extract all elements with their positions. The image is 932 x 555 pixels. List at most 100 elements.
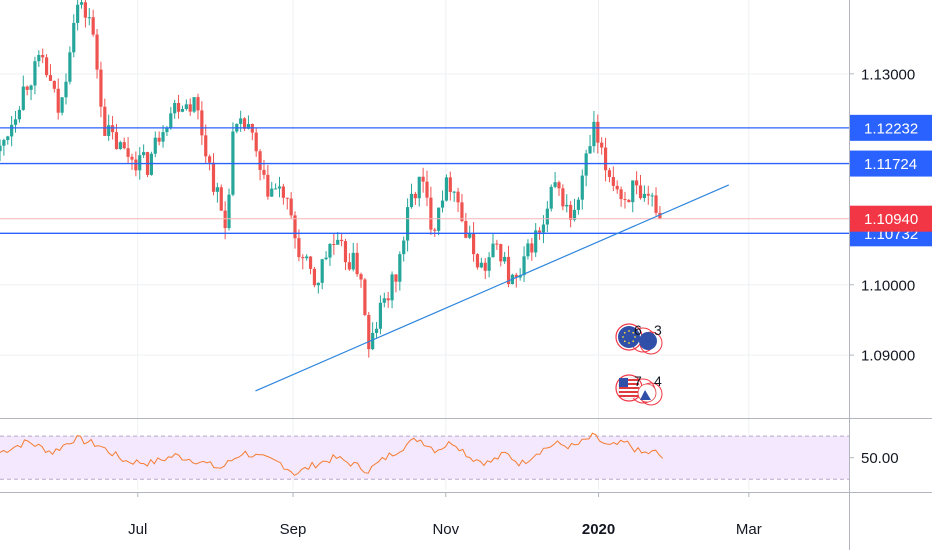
candle-body (619, 189, 623, 200)
candle (219, 184, 223, 212)
candle (336, 231, 340, 245)
candle-body (541, 224, 546, 233)
candle (126, 137, 130, 164)
candle-body (204, 135, 208, 157)
candle-body (188, 104, 192, 112)
candle (413, 191, 417, 205)
candle (72, 14, 76, 58)
candle-body (293, 215, 297, 239)
candle-body (405, 207, 410, 241)
candle-body (460, 202, 464, 222)
candle-body (398, 254, 402, 282)
candle (33, 56, 37, 95)
candle-body (351, 252, 355, 270)
candle (246, 115, 251, 130)
candle (239, 110, 243, 132)
candle-body (48, 75, 53, 81)
candle (456, 187, 460, 212)
candle (518, 268, 522, 281)
candle-body (650, 195, 654, 197)
candle-body (17, 109, 22, 120)
us-stripe (619, 383, 639, 385)
candle (176, 94, 181, 119)
candle-body (297, 238, 301, 258)
eu-flag-icon (639, 332, 657, 350)
candle-body (576, 199, 580, 210)
candle-body (603, 147, 608, 171)
candle-body (262, 169, 266, 175)
candle-body (37, 54, 41, 62)
candle (405, 198, 410, 252)
candle (293, 211, 297, 249)
price-tick-label: 1.10000 (861, 277, 915, 294)
candle-body (549, 186, 553, 209)
candle-body (534, 230, 538, 253)
candle-body (503, 256, 507, 262)
candle (588, 134, 592, 154)
price-axis[interactable]: 1.13000 1.10000 1.09000 50.00 (849, 66, 915, 467)
candle (646, 185, 650, 205)
candle-body (6, 136, 10, 141)
rsi-band (0, 436, 849, 480)
event-markers[interactable]: 6 3 7 4 (615, 322, 663, 406)
candle-body (281, 186, 285, 198)
last-price-label-bg (850, 205, 932, 232)
candle (340, 232, 344, 247)
time-axis[interactable]: Jul Sep Nov 2020 Mar (128, 492, 762, 538)
candle (437, 207, 441, 236)
candle (371, 322, 375, 351)
candle-body (153, 137, 157, 154)
candle (464, 212, 468, 239)
candle-body (448, 177, 452, 193)
trendline[interactable] (255, 184, 730, 392)
candle (324, 251, 328, 261)
candle-body (495, 243, 499, 245)
candle-body (635, 180, 639, 186)
candle (211, 153, 216, 196)
candle (572, 198, 577, 222)
candle-body (142, 152, 146, 156)
candle-body (200, 110, 204, 136)
candle-body (266, 174, 270, 197)
candle (433, 227, 437, 237)
candle (386, 291, 390, 308)
candle-body (615, 185, 619, 190)
candle-body (413, 193, 417, 199)
candle (266, 164, 270, 200)
candle (320, 258, 324, 290)
candle (374, 321, 379, 339)
candle (277, 176, 282, 198)
candle (21, 75, 25, 111)
candle (68, 46, 72, 85)
candle-body (654, 195, 658, 213)
candle (522, 246, 526, 282)
eu-star (622, 336, 624, 338)
candle (153, 131, 157, 158)
candle-body (646, 193, 650, 196)
candle (231, 122, 235, 197)
candle-body (95, 34, 99, 70)
candle-body (13, 119, 18, 125)
candle-body (324, 257, 328, 260)
candle-body (371, 332, 375, 350)
candle (37, 50, 41, 67)
event-count: 4 (654, 373, 662, 389)
candle (545, 201, 549, 233)
trendline-group[interactable] (255, 184, 730, 392)
candle (83, 0, 88, 28)
candle-body (41, 54, 45, 58)
candle (103, 98, 107, 136)
candle-body (359, 274, 363, 280)
candle-body (471, 232, 476, 255)
candle-body (134, 159, 138, 171)
candle-body (320, 259, 324, 283)
candle-body (440, 200, 445, 208)
candle (250, 123, 254, 141)
candle-body (301, 257, 305, 259)
candle-body (456, 191, 460, 203)
